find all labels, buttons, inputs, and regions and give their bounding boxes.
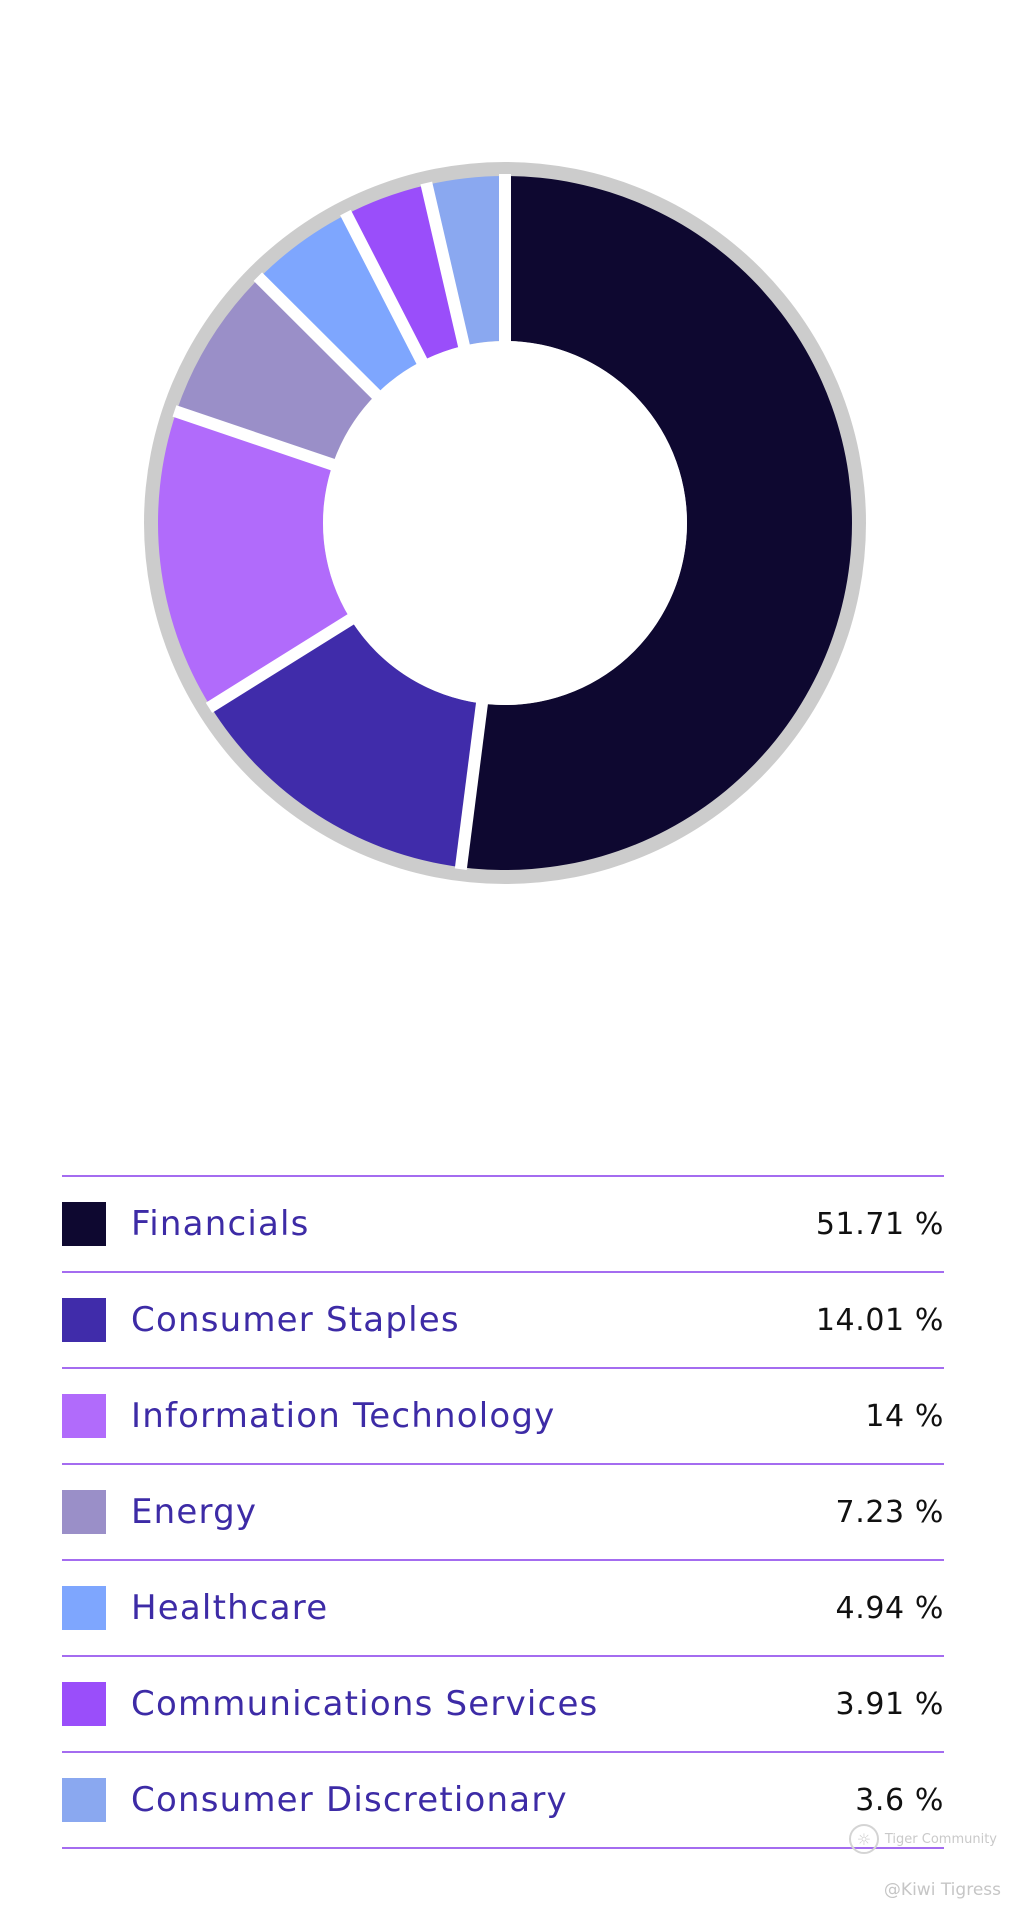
donut-hole	[323, 341, 687, 705]
donut-chart	[144, 162, 866, 884]
legend-value: 14.01 %	[815, 1302, 944, 1338]
legend-row-information-technology: Information Technology 14 %	[62, 1369, 944, 1465]
legend-row-financials: Financials 51.71 %	[62, 1177, 944, 1273]
watermark-user: @Kiwi Tigress	[883, 1880, 1001, 1900]
legend-label: Consumer Discretionary	[131, 1780, 568, 1820]
legend-label: Energy	[131, 1492, 258, 1532]
legend-label: Healthcare	[131, 1588, 329, 1628]
legend-row-consumer-staples: Consumer Staples 14.01 %	[62, 1273, 944, 1369]
slice-separator	[205, 611, 359, 713]
watermark: ☼ Tiger Community	[848, 1824, 997, 1854]
legend-value: 14 %	[865, 1398, 944, 1434]
slice-separator	[454, 697, 489, 870]
donut-slice-energy	[176, 278, 377, 465]
legend-swatch	[62, 1682, 106, 1726]
legend-swatch	[62, 1202, 106, 1246]
legend-value: 51.71 %	[815, 1206, 944, 1242]
legend-swatch	[62, 1298, 106, 1342]
donut-slice-consumer-discretionary	[426, 176, 505, 346]
donut-slice-consumer-staples	[210, 619, 482, 868]
legend-row-communications-services: Communications Services 3.91 %	[62, 1657, 944, 1753]
donut-slice-financials	[461, 176, 852, 870]
watermark-brand: Tiger Community	[884, 1831, 997, 1847]
legend-label: Financials	[131, 1204, 310, 1244]
legend-value: 7.23 %	[835, 1494, 944, 1530]
legend-label: Information Technology	[131, 1396, 556, 1436]
legend-value: 3.91 %	[835, 1686, 944, 1722]
legend-swatch	[62, 1586, 106, 1630]
slice-separator	[253, 272, 384, 403]
legend-value: 3.6 %	[855, 1782, 944, 1818]
donut-slice-healthcare	[259, 214, 422, 395]
legend-row-consumer-discretionary: Consumer Discretionary 3.6 %	[62, 1753, 944, 1849]
slice-separator	[340, 209, 430, 369]
legend-swatch	[62, 1394, 106, 1438]
legend-swatch	[62, 1778, 106, 1822]
legend-row-energy: Energy 7.23 %	[62, 1465, 944, 1561]
slice-separator	[420, 181, 471, 352]
legend-value: 4.94 %	[835, 1590, 944, 1626]
legend-label: Communications Services	[131, 1684, 599, 1724]
donut-slice-information-technology	[158, 411, 351, 707]
legend-row-healthcare: Healthcare 4.94 %	[62, 1561, 944, 1657]
legend: Financials 51.71 % Consumer Staples 14.0…	[62, 1175, 944, 1849]
slice-separator	[172, 405, 340, 472]
legend-swatch	[62, 1490, 106, 1534]
legend-label: Consumer Staples	[131, 1300, 460, 1340]
tiger-logo-icon: ☼	[848, 1824, 879, 1854]
